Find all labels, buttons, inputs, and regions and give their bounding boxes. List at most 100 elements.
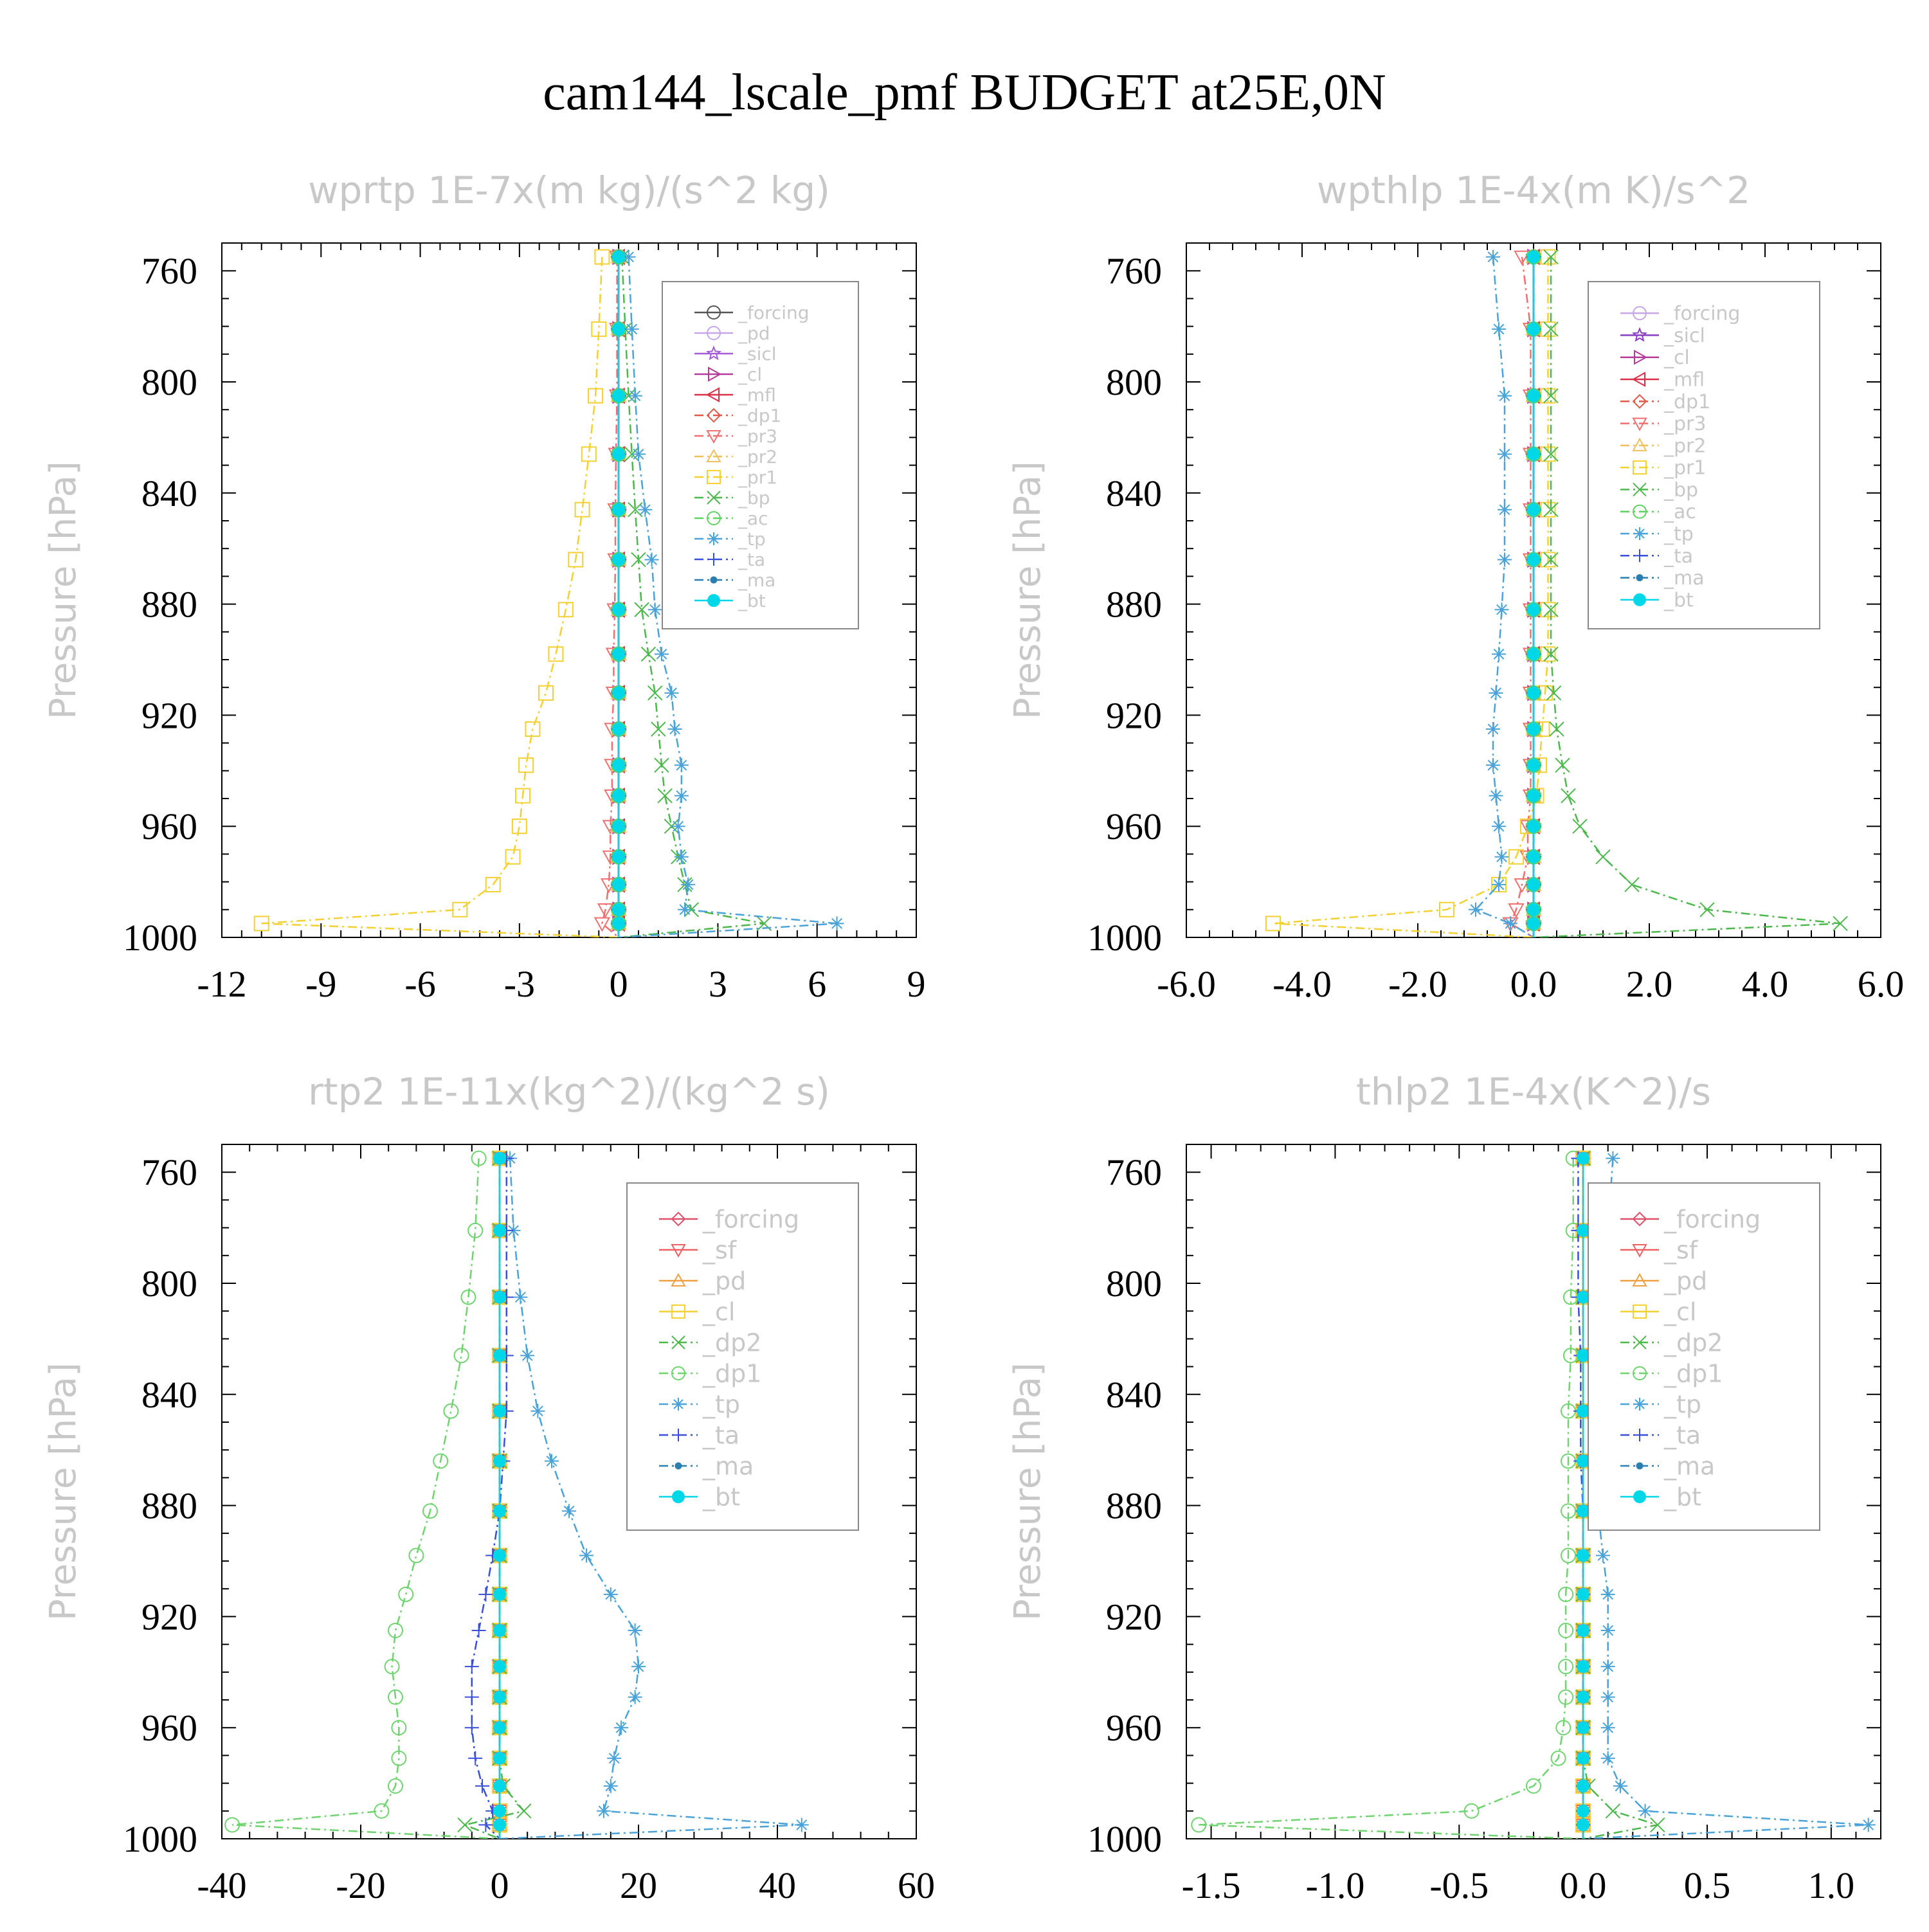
data-point <box>478 1818 493 1832</box>
x-tick-label: -1.5 <box>1182 1864 1241 1906</box>
data-point <box>667 722 682 736</box>
legend-marker <box>1633 1366 1647 1380</box>
plot-frame <box>221 242 917 938</box>
legend-marker <box>671 1366 685 1380</box>
data-point <box>581 446 597 462</box>
legend-marker <box>1633 1398 1646 1411</box>
legend-entry: _ma <box>702 1452 754 1480</box>
x-tick-label: -9 <box>305 963 336 1005</box>
y-tick-label: 800 <box>1106 361 1162 403</box>
legend-marker <box>707 532 720 545</box>
data-point <box>657 788 673 804</box>
data-point <box>1527 603 1540 617</box>
series-line-dp2 <box>462 1158 526 1839</box>
legend-entry: _ma <box>1663 567 1705 590</box>
data-point <box>1494 849 1509 864</box>
legend-entry: _ta <box>1663 1421 1701 1449</box>
data-point <box>538 685 554 701</box>
series-group <box>1265 248 1848 937</box>
data-point <box>1577 1587 1590 1601</box>
data-point <box>612 447 626 461</box>
legend-marker <box>706 430 721 444</box>
series-line-pr3 <box>1509 257 1534 937</box>
data-point <box>398 1586 414 1602</box>
x-tick-label: 0.0 <box>1510 963 1557 1005</box>
data-point <box>1527 789 1540 802</box>
legend-marker <box>671 1244 686 1258</box>
data-point <box>1527 322 1540 336</box>
data-point <box>621 249 636 264</box>
data-point <box>1527 503 1540 516</box>
data-point <box>1577 1660 1590 1674</box>
data-point <box>612 759 626 772</box>
data-point <box>1265 916 1281 932</box>
legend: _forcing_pd_sicl_cl_mfl_dp1_pr3_pr2_pr1_… <box>662 281 859 629</box>
legend-marker <box>708 366 722 382</box>
data-point <box>1486 758 1500 773</box>
x-tick-label: 0 <box>610 963 628 1005</box>
data-point <box>1550 1750 1566 1766</box>
data-point <box>1558 1623 1574 1638</box>
legend-entry: _cl <box>1663 1297 1696 1326</box>
data-point <box>1699 902 1715 917</box>
data-point <box>1492 877 1506 892</box>
data-point <box>1527 850 1540 863</box>
data-point <box>1577 1624 1590 1637</box>
legend-marker <box>671 1211 686 1227</box>
data-point <box>591 321 607 337</box>
legend-marker <box>710 576 718 584</box>
data-point <box>1543 388 1559 404</box>
y-tick-label: 920 <box>141 1596 197 1638</box>
data-point <box>493 1779 506 1792</box>
data-point <box>638 502 653 517</box>
legend-entry: _mfl <box>1663 369 1705 392</box>
data-point <box>1526 1778 1541 1794</box>
data-point <box>651 721 666 737</box>
data-point <box>612 820 626 833</box>
data-point <box>1558 1586 1574 1602</box>
y-axis-label: Pressure [hPa] <box>1007 1362 1049 1621</box>
data-point <box>467 1222 484 1238</box>
data-point <box>493 1624 506 1637</box>
data-point <box>1492 647 1506 662</box>
legend-entry: _bt <box>702 1483 740 1511</box>
data-point <box>513 1290 528 1305</box>
legend-marker <box>706 345 721 361</box>
data-point <box>1543 321 1559 337</box>
data-point <box>525 721 541 737</box>
legend-marker <box>707 326 721 340</box>
data-point <box>493 1804 506 1818</box>
data-point <box>1543 446 1559 462</box>
legend-entry: _tp <box>738 528 766 550</box>
legend-entry: _sicl <box>738 343 777 365</box>
legend-entry: _mfl <box>738 384 776 406</box>
y-tick-label: 840 <box>1106 1374 1162 1416</box>
data-point <box>612 250 626 264</box>
data-point <box>1527 250 1540 264</box>
y-tick-label: 920 <box>141 694 197 736</box>
legend-entry: _cl <box>738 364 762 385</box>
data-point <box>1577 1804 1590 1818</box>
data-point <box>1555 757 1570 773</box>
legend-entry: _ta <box>1663 545 1693 568</box>
legend-marker <box>707 594 720 607</box>
legend-marker <box>1632 393 1647 409</box>
data-point <box>612 686 626 700</box>
data-point <box>1600 1690 1615 1704</box>
data-point <box>1527 917 1540 930</box>
data-point <box>1605 1803 1621 1819</box>
x-tick-label: -0.5 <box>1429 1864 1489 1906</box>
legend-entry: _cl <box>702 1297 735 1326</box>
data-point <box>612 903 626 916</box>
data-point <box>612 723 626 736</box>
data-point <box>493 1454 506 1468</box>
data-point <box>631 552 646 568</box>
data-point <box>1561 1503 1576 1519</box>
legend-entry: _dp1 <box>702 1359 761 1387</box>
legend-marker <box>672 1490 685 1503</box>
legend-box <box>626 1182 859 1531</box>
y-tick-label: 960 <box>1106 1707 1162 1749</box>
legend-entry: _bp <box>1663 479 1698 501</box>
legend-marker <box>671 1272 686 1286</box>
x-tick-label: 6.0 <box>1858 963 1905 1005</box>
